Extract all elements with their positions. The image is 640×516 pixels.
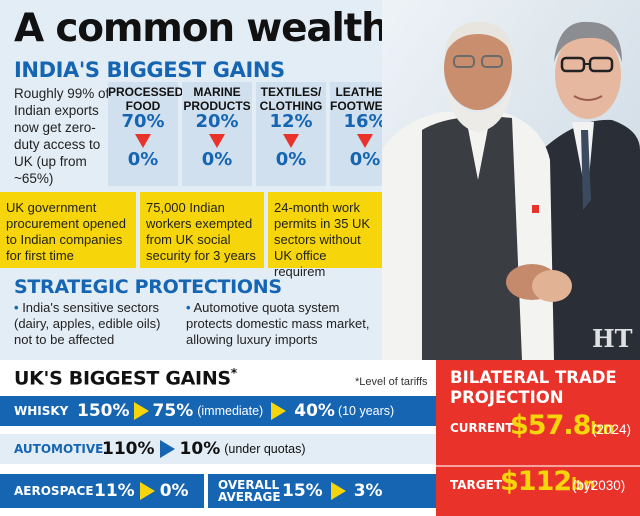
row-label: AUTOMOTIVE: [14, 442, 104, 456]
tariff-note-text: (immediate): [197, 404, 264, 418]
whisky-row: WHISKY 150% 75% (immediate) 40% (10 year…: [0, 396, 436, 426]
tariff-value: 3%: [353, 481, 383, 501]
target-value: $112bn: [500, 466, 596, 497]
aerospace-row: AEROSPACE 11% 0%: [0, 474, 204, 508]
down-arrow-icon: [283, 134, 299, 148]
tariff-value: 150%: [77, 401, 130, 421]
arrow-right-icon: [159, 440, 175, 458]
tariff-value: 110%: [102, 439, 155, 459]
down-arrow-icon: [209, 134, 225, 148]
current-year: (2024): [592, 422, 632, 437]
tariff-column-textiles: TEXTILES/CLOTHING 12% 0%: [256, 82, 326, 186]
overall-average-row: OVERALL AVERAGE 15% 3%: [208, 474, 436, 508]
arrow-right-icon: [271, 402, 287, 420]
tariff-value: 75%: [152, 401, 194, 421]
row-label: AEROSPACE: [14, 484, 94, 498]
current-label: CURRENT: [450, 421, 514, 435]
tariff-note: *Level of tariffs: [355, 376, 428, 388]
tariff-value: 15%: [282, 481, 323, 501]
bilateral-trade-title: BILATERAL TRADE PROJECTION: [450, 368, 617, 407]
india-lead-text: Roughly 99% of Indian exports now get ze…: [14, 86, 110, 186]
tariff-column-name: MARINE PRODUCTS: [183, 85, 251, 113]
tariff-column-processed-food: PROCESSED FOOD 70% 0%: [108, 82, 184, 186]
tariff-note-text: (10 years): [337, 404, 395, 418]
strategic-bullet: • India's sensitive sectors (dairy, appl…: [14, 300, 161, 347]
tariff-value: 0%: [159, 481, 189, 501]
ht-watermark: HT: [592, 324, 633, 353]
row-label: OVERALL AVERAGE: [218, 478, 281, 504]
automotive-row: AUTOMOTIVE 110% 10% (under quotas): [0, 434, 436, 464]
down-arrow-icon: [135, 134, 151, 148]
strategic-bullet: • Automotive quota system protects domes…: [186, 300, 370, 347]
tariff-to: 0%: [201, 149, 233, 170]
target-label: TARGET: [450, 478, 503, 492]
current-value: $57.8bn: [510, 410, 615, 441]
tariff-value: 40%: [294, 401, 335, 421]
tariff-to: 0%: [349, 149, 381, 170]
tariff-value: 10%: [179, 439, 221, 459]
tariff-from: 12%: [269, 111, 313, 132]
down-arrow-icon: [357, 134, 373, 148]
tariff-from: 20%: [195, 111, 239, 132]
bilateral-trade-panel: BILATERAL TRADE PROJECTION CURRENT $57.8b…: [436, 360, 640, 516]
procurement-box: UK government procurement opened to Indi…: [0, 192, 136, 268]
tariff-to: 0%: [127, 149, 159, 170]
target-year: (by2030): [572, 478, 626, 493]
uk-gains-title: UK'S BIGGEST GAINS*: [14, 366, 237, 390]
strategic-protections-title: STRATEGIC PROTECTIONS: [14, 276, 282, 298]
india-gains-title: INDIA'S BIGGEST GAINS: [14, 58, 285, 82]
tariff-column-marine-products: MARINE PRODUCTS 20% 0%: [182, 82, 252, 186]
tariff-column-name: PROCESSED FOOD: [108, 85, 184, 113]
tariff-from: 70%: [121, 111, 165, 132]
row-label: WHISKY: [14, 404, 69, 418]
tariff-column-name: TEXTILES/CLOTHING: [259, 85, 323, 113]
social-security-box: 75,000 Indian workers exempted from UK s…: [140, 192, 264, 268]
arrow-right-icon: [139, 482, 155, 500]
tariff-value: 11%: [94, 481, 135, 501]
work-permits-box: 24-month work permits in 35 UK sectors w…: [268, 192, 382, 279]
arrow-right-icon: [133, 402, 149, 420]
arrow-right-icon: [330, 482, 346, 500]
divider: [436, 465, 640, 467]
leaders-handshake-photo: HT: [382, 0, 640, 360]
tariff-to: 0%: [275, 149, 307, 170]
tariff-note-text: (under quotas): [224, 442, 306, 456]
tariff-from: 16%: [343, 111, 387, 132]
